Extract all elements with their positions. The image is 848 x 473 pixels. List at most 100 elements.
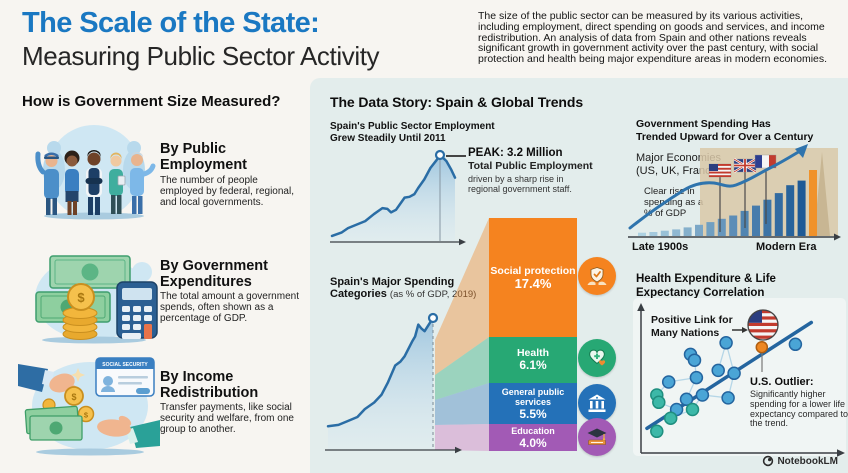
trend-bar <box>717 218 726 236</box>
peak-heading: PEAK: 3.2 Million <box>468 147 563 159</box>
trend-title-line1: Government Spending Has <box>636 118 771 130</box>
flow-band-social-protection <box>435 218 489 375</box>
bar-value: 6.1% <box>519 358 547 372</box>
bar-value: 4.0% <box>519 435 547 450</box>
flow-band-health <box>435 337 489 400</box>
watermark-text: NotebookLM <box>777 455 838 467</box>
spending-x-axis-arrow <box>455 446 462 454</box>
bar-label: General public services <box>501 386 565 407</box>
spending-title-word: Categories <box>330 288 387 300</box>
trend-bar <box>752 205 760 236</box>
trend-subtitle-line2: (US, UK, France) <box>636 165 721 177</box>
spending-flow-bands <box>435 218 489 451</box>
scatter-point-blue <box>727 366 741 381</box>
positive-note-line2: Many Nations <box>651 326 720 339</box>
correlation-title-line2: Expectancy Correlation <box>636 287 765 299</box>
employment-area-chart <box>330 149 466 246</box>
watermark: NotebookLM <box>762 455 838 467</box>
scatter-point-blue <box>679 392 694 407</box>
bar-label: Health <box>516 347 550 359</box>
scatter-point-teal <box>685 402 700 417</box>
us-flag-icon <box>747 309 779 341</box>
outlier-heading: U.S. Outlier: <box>750 376 814 388</box>
trend-bar <box>797 180 806 236</box>
social-security-card-label: SOCIAL SECURITY <box>102 362 148 368</box>
trend-x-end-label: Modern Era <box>756 241 817 253</box>
trend-subtitle-line1: Major Economies <box>636 152 721 164</box>
employment-chart-title-line1: Spain's Public Sector Employment <box>330 121 495 132</box>
hands-exchanging-coins-illustration: SOCIAL SECURITY $ $ <box>18 357 160 456</box>
trend-arrow-head <box>795 144 808 158</box>
positive-link-note: Positive Link for Many Nations <box>651 314 733 339</box>
eiffel-tower-silhouette <box>814 152 830 236</box>
trend-title-line2: Trended Upward for Over a Century <box>636 131 814 143</box>
spending-curve <box>326 316 435 428</box>
employment-area-fill <box>332 155 455 242</box>
spending-title-line2: Categories (as % of GDP, 2019) <box>330 288 476 300</box>
bar-value: 5.5% <box>519 406 547 421</box>
trend-bar <box>660 230 669 236</box>
peak-callout-line <box>446 155 466 157</box>
scatter-point-blue <box>711 363 725 378</box>
outlier-annotation: U.S. Outlier: Significantly higher spend… <box>750 376 848 429</box>
positive-note-line1: Positive Link for <box>651 314 733 326</box>
svg-text:$: $ <box>84 411 89 420</box>
spending-bar-education: Education 4.0% <box>489 424 577 451</box>
scatter-dots-group <box>650 336 803 439</box>
outlier-detail: Significantly higher spending for a lowe… <box>750 389 848 429</box>
scatter-y-axis-arrow <box>637 303 645 311</box>
measure-item-desc-redistribution: Transfer payments, like social security … <box>160 402 294 435</box>
spending-peak-marker <box>427 312 439 324</box>
intro-paragraph: The size of the public sector can be mea… <box>478 10 828 66</box>
scatter-point-blue <box>687 353 702 367</box>
scatter-point-blue <box>721 391 735 405</box>
svg-text:$: $ <box>77 290 85 305</box>
spending-chart-title: Spain's Major Spending Categories (as % … <box>330 276 476 300</box>
trend-bar <box>672 229 681 236</box>
scatter-point-blue <box>695 388 710 402</box>
measure-item-title-employment: By Public Employment <box>160 141 248 173</box>
flow-band-education <box>435 424 489 451</box>
measure-item-desc-employment: The number of people employed by federal… <box>160 175 294 208</box>
graduation-cap-icon <box>578 418 616 456</box>
correlation-panel-title: Health Expenditure & Life Expectancy Cor… <box>636 272 776 300</box>
spending-title-line1: Spain's Major Spending <box>330 276 455 288</box>
scatter-point-blue <box>788 337 803 352</box>
france-flag-icon <box>754 154 777 169</box>
trend-panel-subtitle: Major Economies (US, UK, France) <box>636 152 721 178</box>
left-panel-heading: How is Government Size Measured? <box>22 93 281 110</box>
scatter-point-teal <box>650 424 664 439</box>
spending-bar-general-services: General public services 5.5% <box>489 383 577 424</box>
svg-text:$: $ <box>71 392 76 402</box>
flow-band-general-services <box>435 383 489 425</box>
government-building-icon <box>578 384 616 422</box>
health-hearts-icon <box>578 339 616 377</box>
spending-title-subtitle: (as % of GDP, 2019) <box>389 289 477 300</box>
trend-bar <box>638 232 646 236</box>
peak-detail: driven by a sharp rise in regional gover… <box>468 174 572 194</box>
scatter-point-teal <box>663 411 678 425</box>
trend-bar <box>649 232 658 236</box>
trend-bar <box>706 222 715 236</box>
scatter-point-teal <box>652 395 666 410</box>
trend-panel-note: Clear rise in spending as a % of GDP <box>644 186 704 219</box>
trend-x-axis-arrow <box>834 233 841 241</box>
measure-item-title-expenditures: By Government Expenditures <box>160 258 268 290</box>
bar-label: Social protection <box>490 264 576 277</box>
bar-value: 17.4% <box>514 275 552 291</box>
correlation-scatter-chart <box>633 298 846 457</box>
trend-bar <box>774 193 783 236</box>
spending-bar-social-protection: Social protection 17.4% <box>489 218 577 337</box>
trend-bars-group <box>638 170 817 236</box>
spending-area-fill <box>328 318 433 450</box>
employment-x-axis-arrow <box>459 238 466 246</box>
peak-marker <box>434 149 446 161</box>
correlation-title-line1: Health Expenditure & Life <box>636 273 776 285</box>
positive-note-arrow-head <box>742 327 748 333</box>
social-security-card: SOCIAL SECURITY <box>95 357 155 397</box>
public-workers-illustration <box>35 125 156 220</box>
scatter-point-blue <box>661 375 676 389</box>
peak-annotation: PEAK: 3.2 Million Total Public Employmen… <box>468 147 593 194</box>
trend-x-start-label: Late 1900s <box>632 241 689 253</box>
